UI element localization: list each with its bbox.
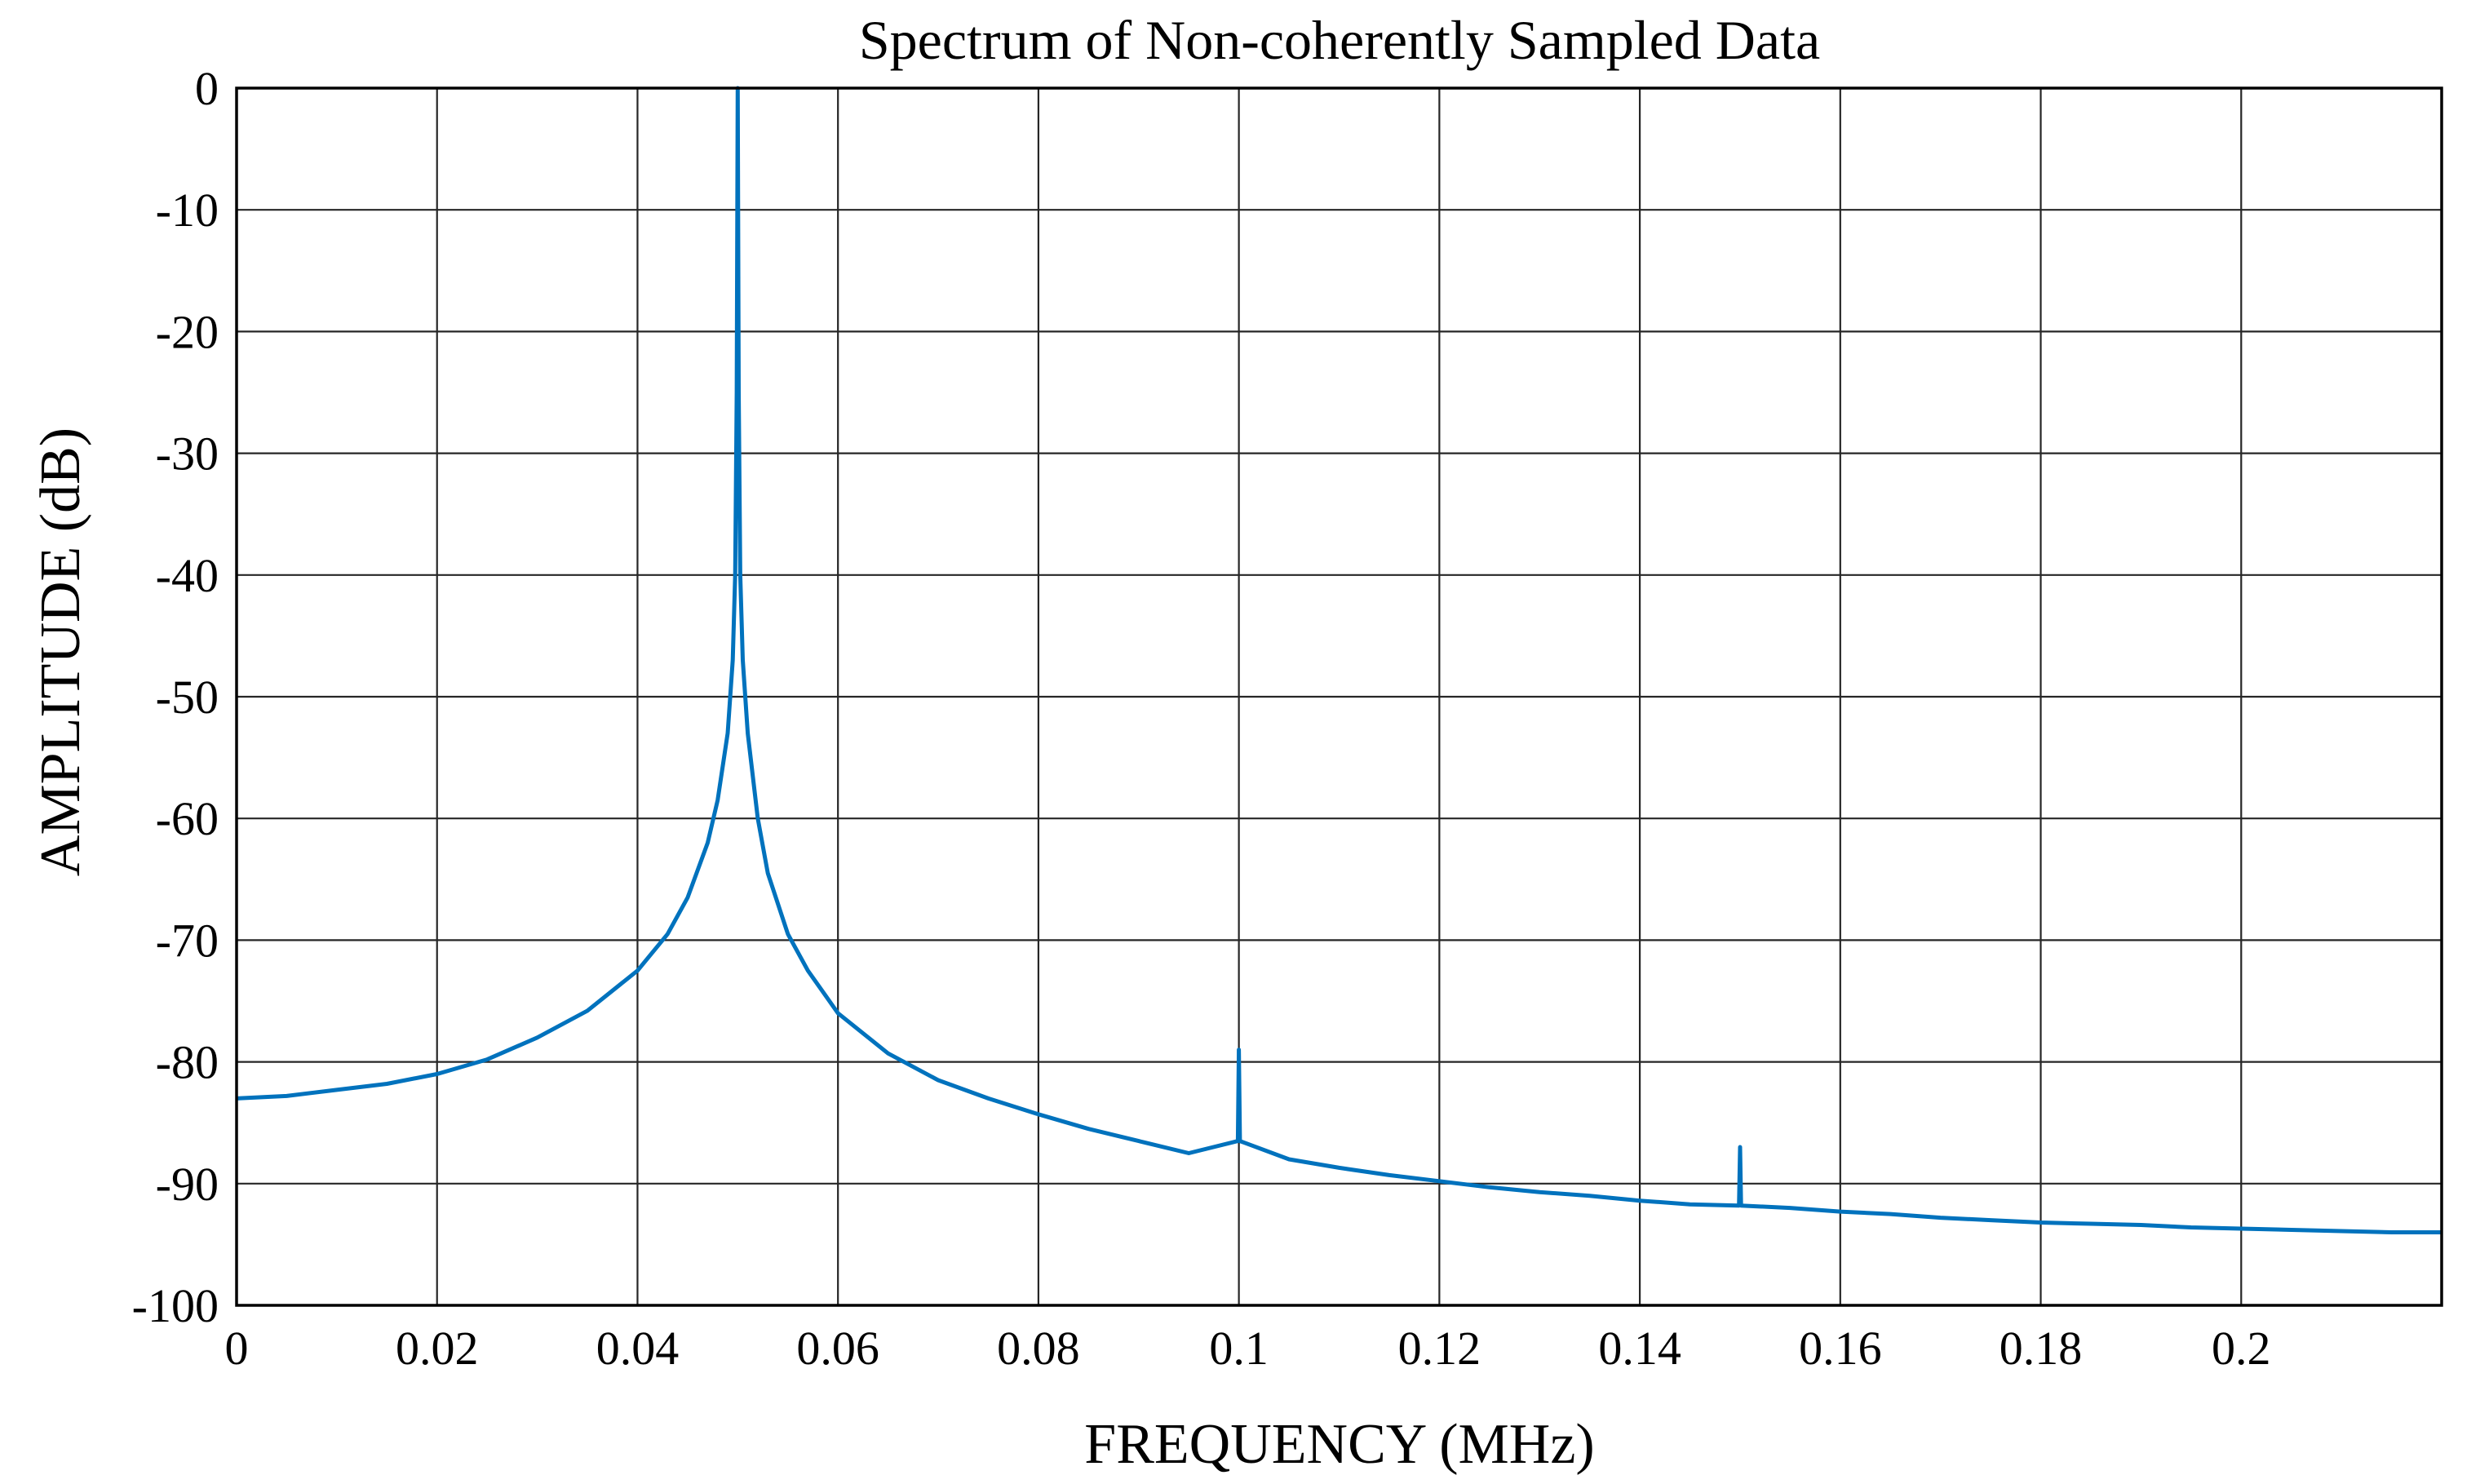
x-tick-label: 0 xyxy=(225,1322,249,1375)
y-tick-label: -50 xyxy=(156,671,219,724)
x-tick-label: 0.02 xyxy=(396,1322,479,1375)
y-tick-label: 0 xyxy=(195,62,219,115)
y-tick-label: -30 xyxy=(156,427,219,481)
x-axis-label: FREQUENCY (MHz) xyxy=(1084,1413,1594,1476)
y-tick-label: -60 xyxy=(156,792,219,845)
x-tick-label: 0.04 xyxy=(596,1322,680,1375)
x-tick-label: 0.06 xyxy=(796,1322,879,1375)
x-tick-label: 0.18 xyxy=(2000,1322,2083,1375)
x-tick-label: 0.14 xyxy=(1598,1322,1681,1375)
y-axis-label: AMPLITUDE (dB) xyxy=(29,427,92,876)
y-tick-label: -100 xyxy=(132,1279,219,1332)
chart-title: Spectrum of Non-coherently Sampled Data xyxy=(859,9,1820,71)
x-tick-label: 0.1 xyxy=(1209,1322,1269,1375)
y-tick-label: -20 xyxy=(156,305,219,358)
plot-frame xyxy=(235,86,2443,1307)
y-tick-label: -40 xyxy=(156,549,219,602)
grid xyxy=(235,86,2442,1307)
x-tick-label: 0.16 xyxy=(1799,1322,1882,1375)
y-tick-label: -70 xyxy=(156,914,219,967)
x-tick-label: 0.08 xyxy=(997,1322,1080,1375)
x-tick-label: 0.2 xyxy=(2212,1322,2271,1375)
series-line-spectrum xyxy=(236,86,2442,1234)
tick-labels: 0 0.02 0.04 0.06 0.08 0.1 0.12 0.14 0.16 0.18 0.2 0… xyxy=(132,62,2271,1375)
y-tick-label: -80 xyxy=(156,1036,219,1089)
series-layer xyxy=(236,86,2442,1234)
y-tick-label: -10 xyxy=(156,184,219,237)
y-tick-label: -90 xyxy=(156,1158,219,1211)
x-tick-label: 0.12 xyxy=(1398,1322,1481,1375)
